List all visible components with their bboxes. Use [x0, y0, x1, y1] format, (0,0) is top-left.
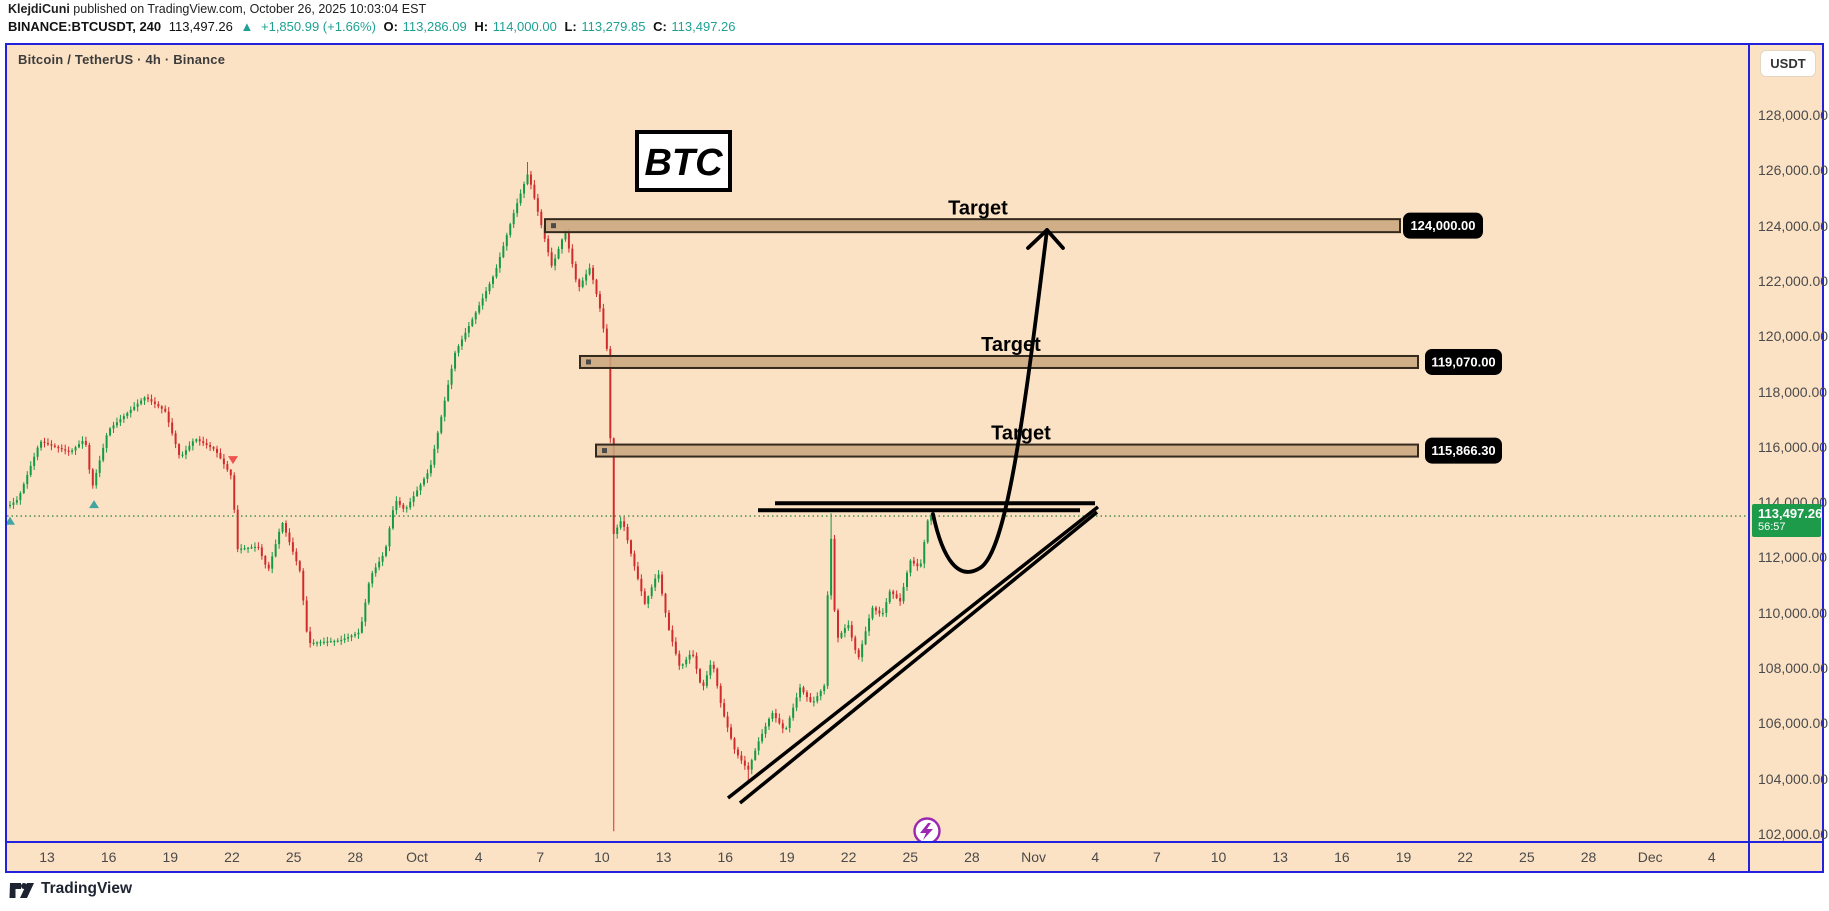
down-arrow-marker: [228, 456, 238, 465]
price-axis-label: 122,000.00: [1758, 272, 1829, 289]
time-axis-label: 4: [474, 849, 483, 865]
price-axis-label: 108,000.00: [1758, 660, 1829, 677]
close-value: 113,497.26: [671, 19, 736, 34]
time-axis-label: 13: [39, 849, 55, 865]
plot-area[interactable]: Target 124,000.00 Target 119,070.00 Target 11…: [7, 45, 1748, 841]
time-axis-label: Nov: [1021, 849, 1046, 865]
high-value: 114,000.00: [492, 19, 557, 34]
up-arrow-marker: [7, 516, 15, 525]
target-text: Target: [981, 334, 1041, 356]
change-arrow-icon: ▲: [240, 19, 254, 34]
time-axis-label: 25: [285, 849, 302, 865]
price-axis-label: 106,000.00: [1758, 715, 1829, 732]
candlestick-chart[interactable]: Target124,000.00Target119,070.00Target11…: [7, 45, 1748, 841]
time-axis-label: 28: [347, 849, 364, 865]
high-label: H:: [474, 19, 489, 34]
price-level-label: [1403, 212, 1483, 239]
bar-countdown: 56:57: [1758, 521, 1786, 534]
price-axis-label: 124,000.00: [1758, 217, 1829, 234]
time-axis-label: Dec: [1637, 849, 1663, 865]
time-axis-label: 7: [536, 849, 545, 865]
currency-toggle-button[interactable]: USDT: [1761, 51, 1815, 76]
time-axis-label: Oct: [406, 849, 428, 865]
price-axis-separator: [1748, 45, 1750, 871]
time-axis-label: 19: [1395, 849, 1412, 865]
svg-text:119,070.00: 119,070.00: [1431, 354, 1495, 369]
time-axis-label: 22: [1457, 849, 1473, 865]
tradingview-logo-text: TradingView: [41, 880, 133, 897]
svg-text:115,866.30: 115,866.30: [1431, 443, 1495, 458]
price-axis-label: 112,000.00: [1758, 549, 1828, 566]
time-axis-label: 7: [1152, 849, 1161, 865]
candles-layer: [9, 162, 933, 832]
last-price: 113,497.26: [168, 19, 233, 34]
byline-text: published on TradingView.com, October 26…: [73, 2, 427, 16]
trend-line-drawing[interactable]: [726, 505, 1100, 800]
price-axis-label: 128,000.00: [1758, 107, 1829, 124]
time-axis-label: 25: [1519, 849, 1535, 865]
time-axis-label: 13: [1272, 849, 1288, 865]
price-axis-label: 110,000.00: [1758, 604, 1828, 621]
byline: KlejdiCuni published on TradingView.com,…: [8, 2, 740, 17]
trend-line-drawing[interactable]: [738, 510, 1099, 805]
time-axis-label: 22: [224, 849, 240, 865]
price-axis-label: 102,000.00: [1758, 826, 1829, 842]
low-label: L:: [564, 19, 577, 34]
time-axis-separator: [7, 841, 1822, 843]
time-axis-label: 25: [902, 849, 919, 865]
time-axis-label: 4: [1091, 849, 1100, 865]
time-axis-label: 10: [1210, 849, 1227, 865]
btc-label-drawing[interactable]: BTC: [635, 130, 732, 192]
price-axis[interactable]: USDT 128,000.00 126,000.00 124,000.00 122,0…: [1750, 45, 1828, 871]
price-axis-label: 104,000.00: [1758, 770, 1829, 787]
price-axis-label: 116,000.00: [1758, 438, 1828, 455]
event-lightning-icon[interactable]: [913, 817, 941, 842]
time-axis[interactable]: 13 16 19 22 25 28 Oct 4 7 10 13 16 19 22 25 28 Nov 4 7 10 13…: [7, 843, 1748, 871]
time-axis-label: 28: [1580, 849, 1597, 865]
price-axis-label: 118,000.00: [1758, 383, 1828, 400]
price-axis-label: 126,000.00: [1758, 162, 1829, 179]
time-axis-label: 13: [655, 849, 672, 865]
footer: TradingView: [9, 879, 132, 899]
symbol-name: BINANCE:BTCUSDT, 240: [8, 19, 162, 34]
time-axis-label: 10: [594, 849, 610, 865]
time-axis-label: 16: [1334, 849, 1350, 865]
time-axis-label: 19: [162, 849, 179, 865]
current-price-value: 113,497.26: [1758, 506, 1823, 522]
chart-title[interactable]: Bitcoin / TetherUS · 4h · Binance: [18, 52, 226, 67]
open-value: 113,286.09: [402, 19, 467, 34]
low-value: 113,279.85: [581, 19, 646, 34]
current-price-badge: 113,497.26 56:57: [1752, 504, 1823, 538]
target-level-drawing[interactable]: Target 119,070.00: [579, 334, 1502, 375]
price-level-label: [1425, 437, 1502, 464]
close-label: C:: [653, 19, 667, 34]
price-axis-label: 120,000.00: [1758, 328, 1829, 345]
time-axis-label: 19: [779, 849, 795, 865]
svg-text:124,000.00: 124,000.00: [1410, 218, 1475, 233]
svg-text:BTC: BTC: [644, 142, 723, 184]
time-axis-label: 16: [100, 849, 117, 865]
time-axis-label: 16: [717, 849, 734, 865]
price-level-label: [1425, 348, 1502, 375]
chart-header: KlejdiCuni published on TradingView.com,…: [8, 2, 740, 35]
tradingview-logo-icon: [9, 883, 34, 898]
chart-frame: Target 124,000.00 Target 119,070.00 Target 11…: [5, 43, 1828, 873]
target-level-drawing[interactable]: Target 124,000.00: [544, 198, 1483, 239]
target-text: Target: [948, 198, 1008, 220]
symbol-ohlc-line: BINANCE:BTCUSDT, 240 113,497.26 ▲ +1,850…: [8, 19, 740, 35]
breakout-arrow-drawing[interactable]: [931, 228, 1065, 574]
time-axis-label: 22: [840, 849, 857, 865]
change-value: +1,850.99 (+1.66%): [261, 19, 376, 34]
time-axis-label: 4: [1707, 849, 1716, 865]
open-label: O:: [383, 19, 398, 34]
time-axis-label: 28: [964, 849, 980, 865]
up-arrow-marker: [89, 500, 99, 509]
author-name: KlejdiCuni: [8, 2, 70, 16]
